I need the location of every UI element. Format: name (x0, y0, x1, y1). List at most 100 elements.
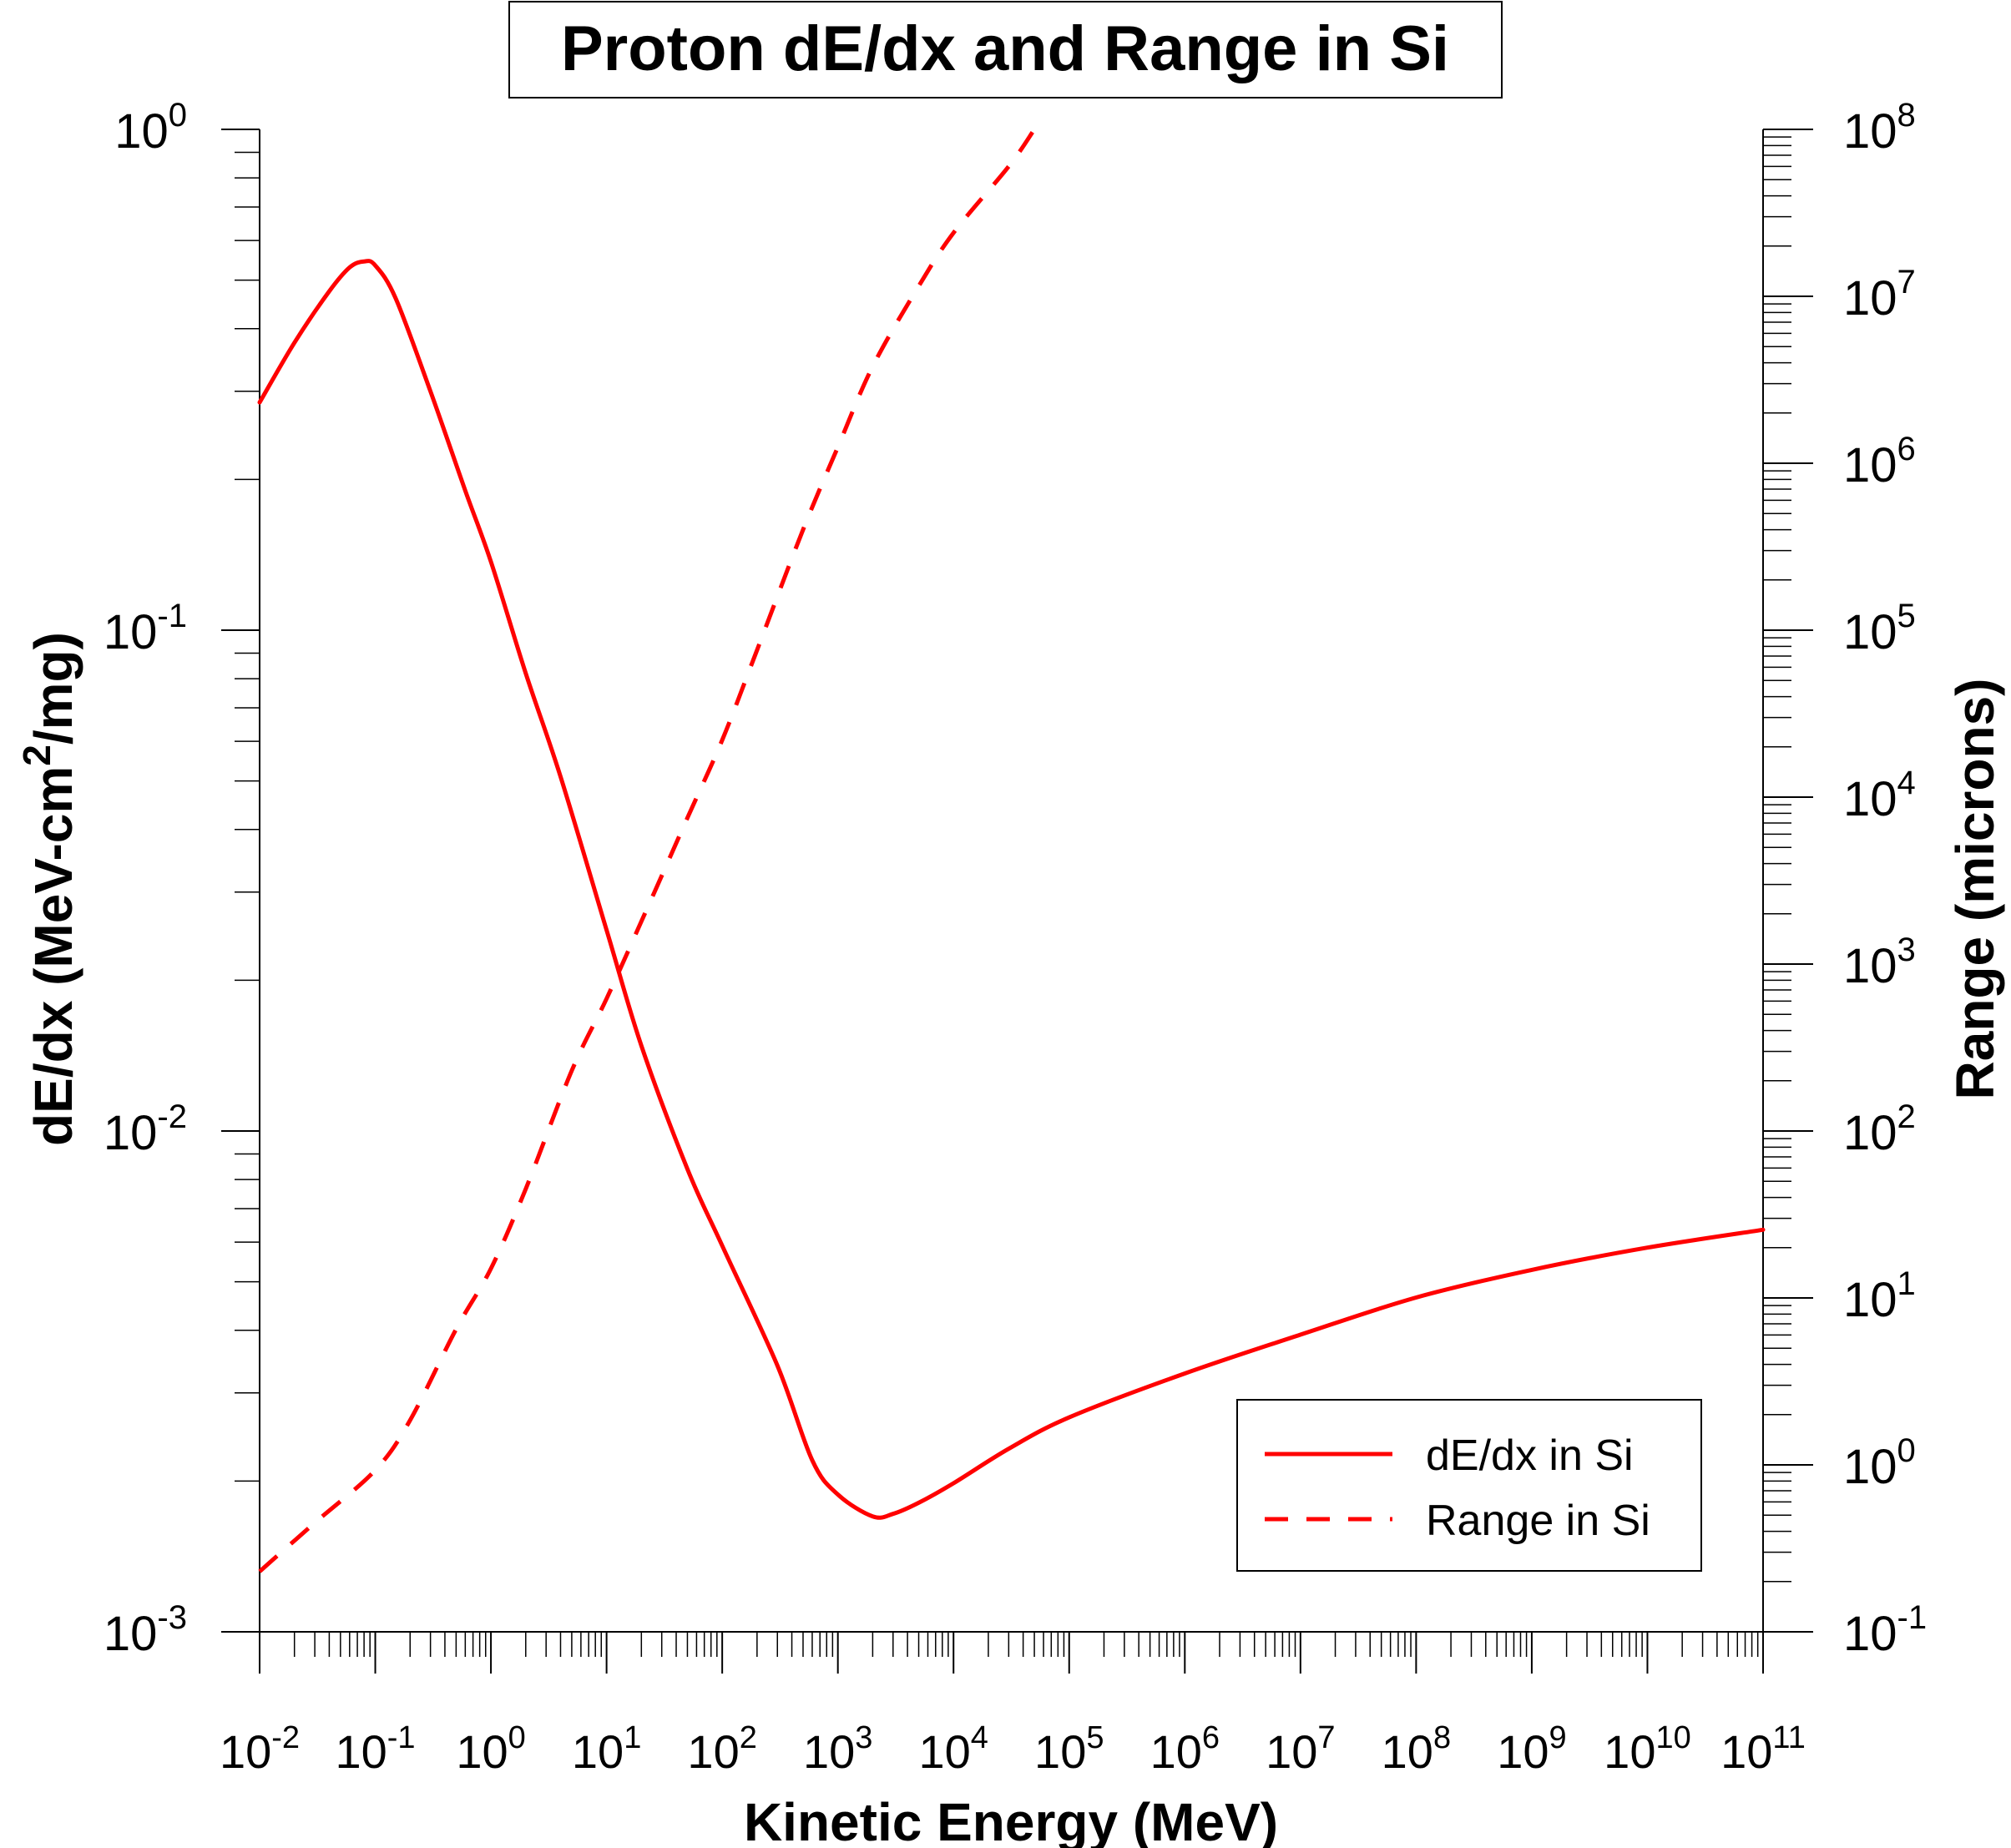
y-right-tick-label-exponent: 1 (1897, 1265, 1916, 1302)
y-right-tick-label: 107 (1843, 264, 1916, 326)
y-left-tick-label-exponent: 0 (169, 97, 187, 134)
legend: dE/dx in Si Range in Si (1236, 1399, 1702, 1572)
legend-box (1236, 1399, 1702, 1572)
y-right-tick-label-exponent: 5 (1897, 598, 1916, 634)
x-tick-label-base: 10 (1720, 1725, 1772, 1778)
x-tick-label-exponent: 7 (1317, 1720, 1335, 1755)
x-tick-label-exponent: 1 (624, 1720, 641, 1755)
x-tick-label: 10-2 (220, 1720, 300, 1778)
chart-title: Proton dE/dx and Range in Si (561, 13, 1449, 84)
x-tick-label-base: 10 (1382, 1725, 1433, 1778)
title-box (508, 1, 1503, 98)
x-tick-label-exponent: 6 (1202, 1720, 1220, 1755)
y-right-tick-label-base: 10 (1843, 1440, 1897, 1494)
x-tick-label-base: 10 (1497, 1725, 1549, 1778)
y-right-tick-label-exponent: 0 (1897, 1432, 1916, 1469)
y-right-tick-label: 10-1 (1843, 1599, 1927, 1661)
y-right-tick-label-exponent: 4 (1897, 765, 1916, 801)
y-right-tick-label: 108 (1843, 97, 1916, 159)
tick-labels: 10-2 10-1 100 101 102 103 104 105 106 107 108 109 10… (104, 97, 1927, 1778)
y-left-tick-label-base: 10 (104, 1607, 158, 1661)
x-tick-label-exponent: 9 (1549, 1720, 1567, 1755)
x-tick-label-base: 10 (572, 1725, 624, 1778)
x-tick-label: 108 (1382, 1720, 1451, 1778)
x-tick-label: 107 (1266, 1720, 1335, 1778)
y-axis-left-title-main: dE/dx (MeV-cm (23, 766, 83, 1146)
y-left-tick-label-base: 10 (104, 605, 158, 659)
x-axis-title: Kinetic Energy (MeV) (744, 1792, 1278, 1848)
y-axis-left-title-end: /mg) (23, 632, 83, 745)
y-right-tick-label-base: 10 (1843, 438, 1897, 492)
y-right-tick-label: 101 (1843, 1265, 1916, 1327)
y-left-tick-label-exponent: -3 (157, 1599, 187, 1636)
y-right-tick-label-base: 10 (1843, 939, 1897, 993)
y-axis-left-title-sup: 2 (15, 745, 58, 766)
legend-label-dedx-in-si: dE/dx in Si (1426, 1431, 1634, 1480)
x-tick-label: 1011 (1720, 1720, 1806, 1778)
y-right-tick-label-base: 10 (1843, 1607, 1897, 1661)
x-tick-label-exponent: 4 (971, 1720, 988, 1755)
y-right-tick-label-exponent: -1 (1897, 1599, 1928, 1636)
y-right-tick-label: 102 (1843, 1098, 1916, 1160)
y-right-tick-label-base: 10 (1843, 104, 1897, 159)
x-tick-label: 100 (456, 1720, 525, 1778)
y-left-tick-label: 10-2 (104, 1098, 187, 1160)
y-right-tick-label: 104 (1843, 765, 1916, 826)
x-tick-label-base: 10 (803, 1725, 855, 1778)
y-right-tick-label-base: 10 (1843, 271, 1897, 326)
y-right-tick-label: 105 (1843, 598, 1916, 659)
x-tick-label-exponent: 5 (1086, 1720, 1104, 1755)
x-tick-label-base: 10 (456, 1725, 508, 1778)
y-right-tick-label-exponent: 6 (1897, 431, 1916, 467)
x-tick-label: 104 (919, 1720, 988, 1778)
y-right-tick-label-base: 10 (1843, 1273, 1897, 1327)
x-tick-label-base: 10 (220, 1725, 271, 1778)
x-tick-label: 105 (1034, 1720, 1104, 1778)
x-tick-label-exponent: 10 (1655, 1720, 1690, 1755)
x-tick-label: 109 (1497, 1720, 1566, 1778)
y-right-tick-label: 103 (1843, 932, 1916, 993)
axis-ticks (221, 129, 1813, 1674)
y-right-tick-label-exponent: 2 (1897, 1098, 1916, 1135)
x-tick-label-base: 10 (1266, 1725, 1317, 1778)
y-left-tick-label-base: 10 (114, 104, 169, 159)
x-tick-label-exponent: -1 (387, 1720, 416, 1755)
y-axis-left-title: dE/dx (MeV-cm2/mg) (15, 632, 83, 1146)
y-left-tick-label: 100 (114, 97, 187, 159)
x-tick-label-base: 10 (1150, 1725, 1202, 1778)
x-tick-label-base: 10 (1034, 1725, 1086, 1778)
x-tick-label-exponent: 3 (855, 1720, 872, 1755)
y-right-tick-label: 100 (1843, 1432, 1916, 1494)
x-tick-label: 106 (1150, 1720, 1220, 1778)
y-left-tick-label-base: 10 (104, 1106, 158, 1160)
x-tick-label-exponent: 0 (508, 1720, 526, 1755)
x-tick-label: 10-1 (335, 1720, 415, 1778)
y-left-tick-label: 10-3 (104, 1599, 187, 1661)
x-tick-label-exponent: -2 (271, 1720, 300, 1755)
x-tick-label-exponent: 2 (740, 1720, 757, 1755)
y-right-tick-label-base: 10 (1843, 605, 1897, 659)
y-right-tick-label-exponent: 8 (1897, 97, 1916, 134)
y-right-tick-label: 106 (1843, 431, 1916, 492)
x-tick-label: 102 (687, 1720, 756, 1778)
x-tick-label-base: 10 (687, 1725, 739, 1778)
y-right-tick-label-exponent: 7 (1897, 264, 1916, 300)
y-left-tick-label-exponent: -1 (157, 598, 187, 634)
legend-label-range-in-si: Range in Si (1426, 1497, 1650, 1545)
x-tick-label: 103 (803, 1720, 872, 1778)
x-tick-label-exponent: 8 (1433, 1720, 1451, 1755)
y-right-tick-label-exponent: 3 (1897, 932, 1916, 968)
x-tick-label-base: 10 (335, 1725, 387, 1778)
x-tick-label-exponent: 11 (1772, 1720, 1805, 1755)
y-axis-right-title: Range (microns) (1945, 679, 2005, 1100)
y-right-tick-label-base: 10 (1843, 1106, 1897, 1160)
x-tick-label-base: 10 (919, 1725, 971, 1778)
y-right-tick-label-base: 10 (1843, 772, 1897, 826)
x-tick-label: 101 (572, 1720, 641, 1778)
y-left-tick-label-exponent: -2 (157, 1098, 187, 1135)
series-line-dedx-in-si (257, 259, 1766, 1520)
x-tick-label: 1010 (1604, 1720, 1691, 1778)
y-left-tick-label: 10-1 (104, 598, 187, 659)
